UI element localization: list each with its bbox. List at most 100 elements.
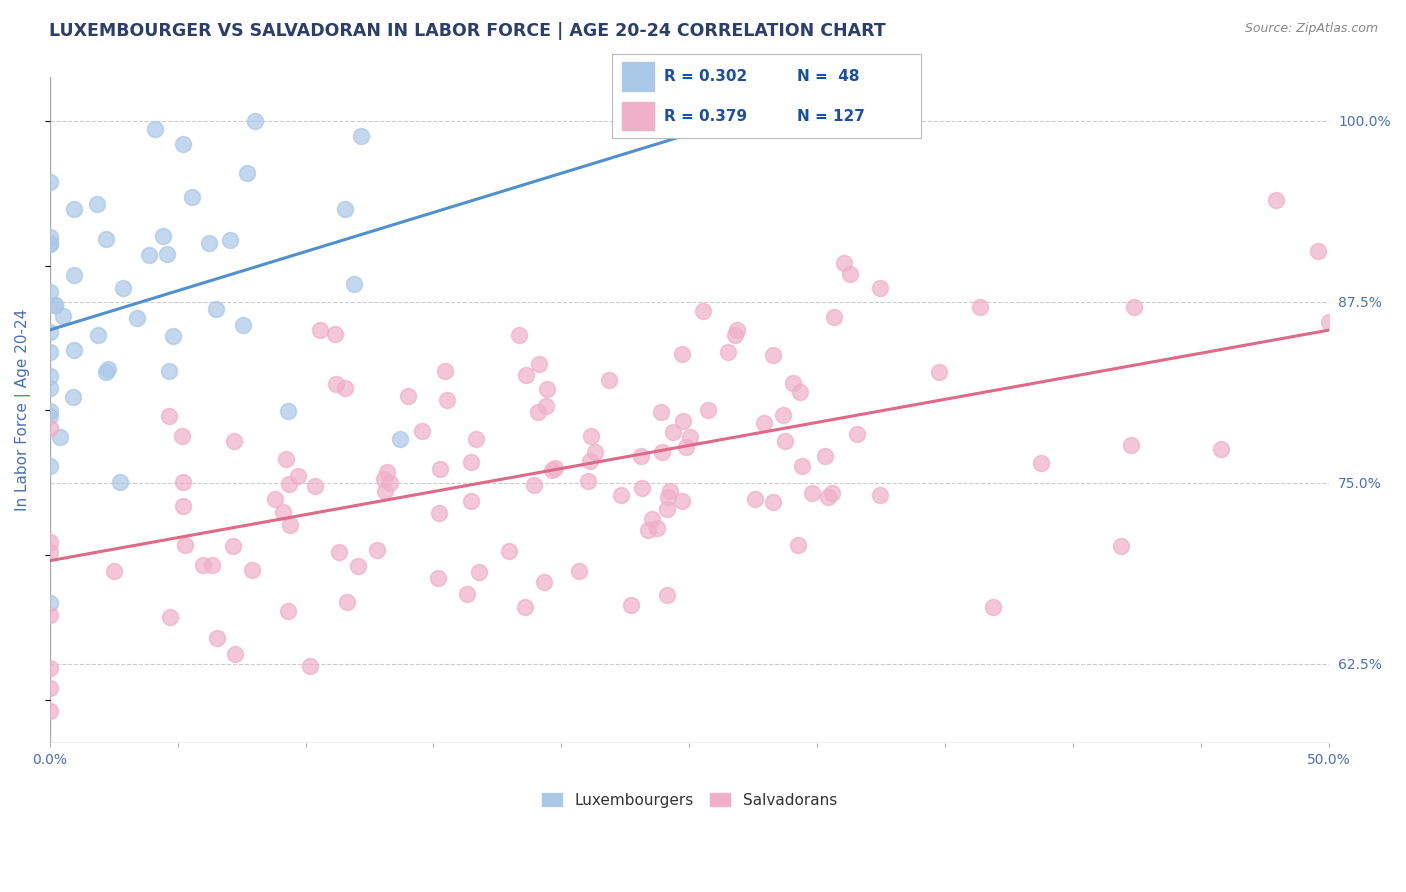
Point bbox=[655, 588, 678, 602]
Point bbox=[790, 459, 813, 474]
Point bbox=[787, 538, 810, 552]
Point bbox=[650, 405, 672, 419]
Point bbox=[508, 328, 530, 343]
Point bbox=[434, 364, 457, 378]
Point bbox=[671, 494, 693, 508]
Point bbox=[378, 476, 401, 491]
Point bbox=[328, 544, 350, 558]
Point bbox=[325, 376, 347, 391]
Point bbox=[498, 543, 520, 558]
Point bbox=[576, 474, 599, 488]
Point bbox=[198, 235, 221, 250]
Point bbox=[724, 327, 747, 342]
Point bbox=[277, 404, 299, 418]
Point bbox=[610, 488, 633, 502]
Point bbox=[44, 298, 66, 312]
FancyBboxPatch shape bbox=[621, 62, 655, 92]
Point bbox=[1119, 438, 1142, 452]
Point bbox=[651, 445, 673, 459]
Point bbox=[579, 454, 602, 468]
Point bbox=[38, 345, 60, 359]
Point bbox=[717, 345, 740, 359]
Point bbox=[460, 455, 482, 469]
Point bbox=[631, 481, 654, 495]
Point bbox=[350, 129, 373, 144]
Point bbox=[762, 495, 785, 509]
Point bbox=[333, 381, 356, 395]
Point bbox=[1317, 315, 1340, 329]
Text: LUXEMBOURGER VS SALVADORAN IN LABOR FORCE | AGE 20-24 CORRELATION CHART: LUXEMBOURGER VS SALVADORAN IN LABOR FORC… bbox=[49, 22, 886, 40]
Point bbox=[411, 425, 433, 439]
Point bbox=[744, 492, 766, 507]
Point bbox=[928, 366, 950, 380]
Point bbox=[839, 267, 862, 281]
Point bbox=[38, 535, 60, 549]
Point bbox=[388, 433, 411, 447]
Point bbox=[152, 228, 174, 243]
Point bbox=[373, 472, 395, 486]
Point bbox=[427, 506, 450, 520]
Point bbox=[637, 523, 659, 537]
Point bbox=[38, 381, 60, 395]
Point bbox=[38, 285, 60, 300]
Point bbox=[515, 368, 537, 382]
Point bbox=[38, 544, 60, 558]
Point bbox=[697, 402, 720, 417]
Point bbox=[1029, 456, 1052, 470]
Point bbox=[662, 425, 685, 439]
Point bbox=[678, 430, 700, 444]
Point bbox=[87, 328, 110, 343]
Point bbox=[172, 475, 194, 489]
Legend: Luxembourgers, Salvadorans: Luxembourgers, Salvadorans bbox=[537, 788, 842, 812]
Point bbox=[641, 512, 664, 526]
Point bbox=[222, 434, 245, 448]
Point bbox=[277, 604, 299, 618]
Point bbox=[347, 559, 370, 574]
Point bbox=[157, 364, 180, 378]
Point bbox=[191, 558, 214, 572]
Point bbox=[156, 247, 179, 261]
Point bbox=[536, 382, 558, 396]
Point bbox=[38, 403, 60, 417]
Point bbox=[96, 361, 118, 376]
Point bbox=[309, 323, 332, 337]
Point bbox=[832, 256, 855, 270]
Point bbox=[801, 486, 824, 500]
Point bbox=[869, 281, 891, 295]
Text: N =  48: N = 48 bbox=[797, 69, 859, 84]
Point bbox=[981, 600, 1004, 615]
Point bbox=[172, 136, 194, 151]
Point bbox=[671, 347, 693, 361]
Point bbox=[38, 230, 60, 244]
Point bbox=[63, 343, 86, 358]
Point bbox=[278, 477, 301, 491]
Point bbox=[38, 596, 60, 610]
Point bbox=[264, 491, 287, 506]
Point bbox=[460, 493, 482, 508]
Point bbox=[207, 631, 229, 645]
Point bbox=[38, 661, 60, 675]
Point bbox=[817, 490, 839, 504]
Point bbox=[44, 298, 66, 312]
Point bbox=[630, 449, 652, 463]
Point bbox=[814, 449, 837, 463]
Point bbox=[426, 571, 449, 585]
Point bbox=[789, 384, 811, 399]
Point bbox=[456, 587, 478, 601]
Point bbox=[103, 564, 125, 578]
Point bbox=[675, 440, 697, 454]
Point bbox=[219, 233, 242, 247]
Text: Source: ZipAtlas.com: Source: ZipAtlas.com bbox=[1244, 22, 1378, 36]
Point bbox=[869, 488, 891, 502]
Point bbox=[513, 599, 536, 614]
Point bbox=[657, 491, 679, 505]
Text: R = 0.379: R = 0.379 bbox=[664, 109, 748, 124]
Point bbox=[655, 501, 678, 516]
Point bbox=[374, 483, 396, 498]
Point bbox=[583, 445, 606, 459]
Point bbox=[366, 543, 388, 558]
Y-axis label: In Labor Force | Age 20-24: In Labor Force | Age 20-24 bbox=[15, 310, 31, 511]
Point bbox=[174, 538, 197, 552]
Point bbox=[162, 329, 184, 343]
Point bbox=[224, 647, 246, 661]
